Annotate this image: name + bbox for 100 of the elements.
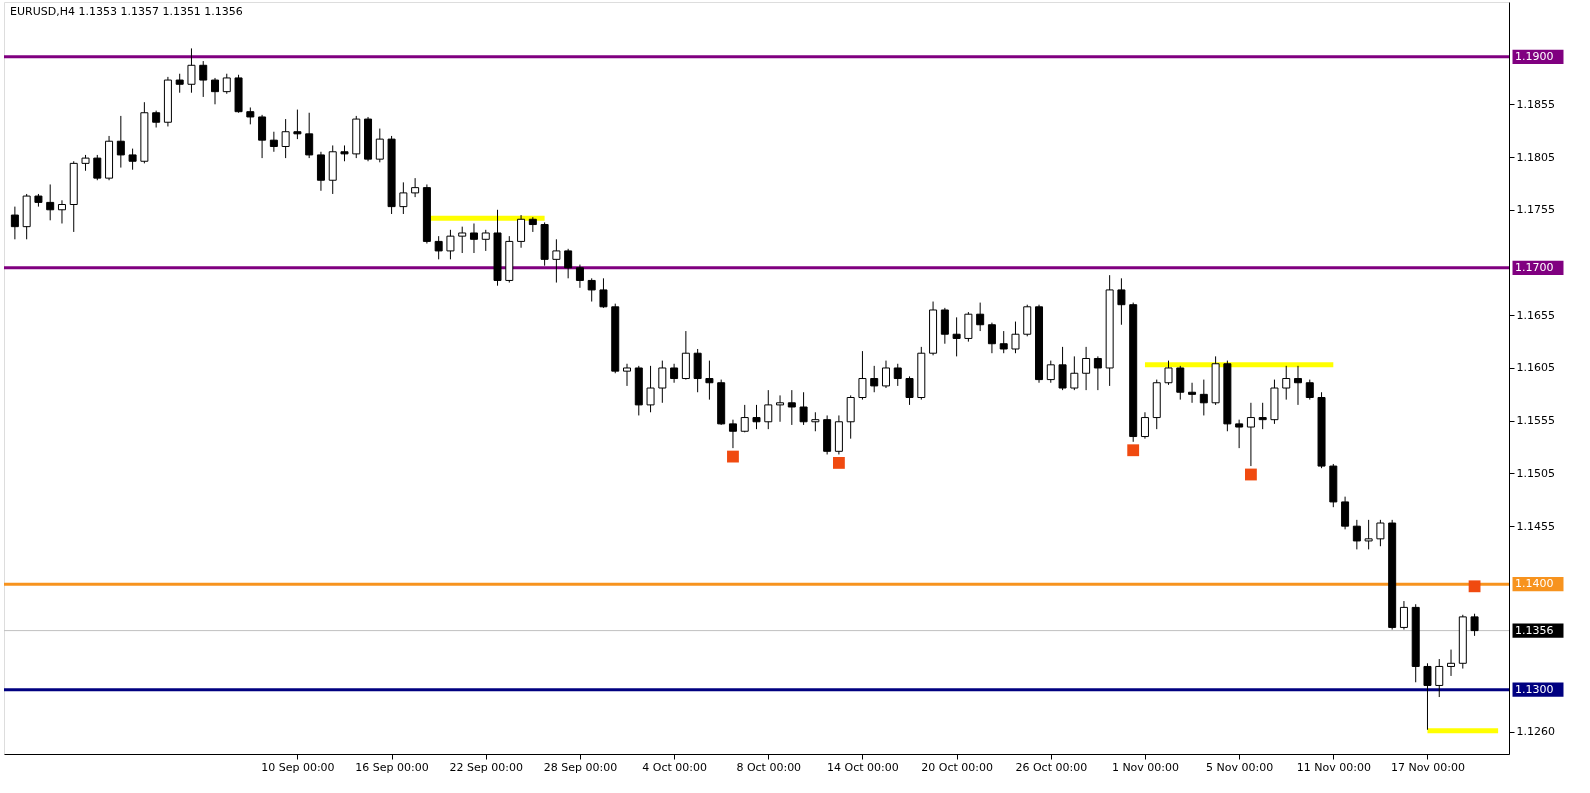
candlestick xyxy=(1305,379,1314,401)
candlestick xyxy=(1058,346,1067,391)
candlestick xyxy=(1235,419,1244,449)
x-tick-label: 4 Oct 00:00 xyxy=(642,760,707,774)
candlestick xyxy=(623,363,632,387)
candlestick xyxy=(881,360,890,389)
candlestick xyxy=(1140,411,1149,440)
x-tick-label: 22 Sep 00:00 xyxy=(449,760,523,774)
candlestick xyxy=(764,389,773,430)
candlestick xyxy=(670,363,679,384)
candlestick xyxy=(1070,355,1079,391)
candlestick xyxy=(1258,402,1267,430)
candlestick xyxy=(57,199,66,224)
candlestick xyxy=(222,73,231,95)
candlestick xyxy=(552,238,561,284)
candlestick xyxy=(281,118,290,159)
candlestick xyxy=(10,206,19,240)
candlestick xyxy=(269,131,278,153)
ref-line-label: 1.1356 xyxy=(1515,623,1554,637)
point xyxy=(1127,444,1140,457)
y-tick-label: 1.1260 xyxy=(1516,725,1555,739)
candlestick xyxy=(1470,613,1479,637)
y-tick-label: 1.1805 xyxy=(1516,150,1555,164)
candlestick xyxy=(976,302,985,332)
x-tick-label: 20 Oct 00:00 xyxy=(921,760,993,774)
ref-line-label: 1.1900 xyxy=(1515,49,1554,63)
candlestick xyxy=(952,316,961,357)
candlestick xyxy=(93,154,102,181)
candlestick xyxy=(1046,360,1055,384)
candlestick xyxy=(411,177,420,198)
candlestick xyxy=(175,73,184,94)
chart-title: EURUSD,H4 1.1353 1.1357 1.1351 1.1356 xyxy=(10,5,243,18)
candlestick xyxy=(1011,321,1020,354)
candlestick xyxy=(1246,402,1255,467)
candlestick xyxy=(1117,277,1126,326)
candlestick xyxy=(258,114,267,159)
candlestick xyxy=(1435,658,1444,698)
ref-line-label: 1.1300 xyxy=(1515,682,1554,696)
candlestick xyxy=(564,248,573,279)
candlestick xyxy=(893,363,902,387)
candlestick xyxy=(728,419,737,449)
x-tick-label: 16 Sep 00:00 xyxy=(355,760,429,774)
candlestick xyxy=(187,47,196,94)
candlestick xyxy=(458,226,467,254)
y-tick-label: 1.1505 xyxy=(1516,466,1555,480)
candlestick xyxy=(740,404,749,433)
x-tick-label: 17 Nov 00:00 xyxy=(1390,760,1466,774)
candlestick xyxy=(446,229,455,260)
candlestick xyxy=(1164,360,1173,386)
candlestick xyxy=(434,235,443,260)
candlestick xyxy=(658,360,667,404)
y-tick-label: 1.1455 xyxy=(1516,519,1555,533)
x-tick-label: 26 Oct 00:00 xyxy=(1015,760,1088,774)
x-tick-label: 28 Sep 00:00 xyxy=(543,760,618,774)
candlestick xyxy=(811,411,820,432)
candlestick xyxy=(375,128,384,163)
candlestick xyxy=(1376,519,1385,547)
y-tick-label: 1.1755 xyxy=(1516,203,1555,217)
candlestick xyxy=(987,322,996,354)
candlestick xyxy=(1447,649,1456,677)
x-tick-label: 8 Oct 00:00 xyxy=(736,760,802,774)
y-tick-label: 1.1605 xyxy=(1516,361,1555,375)
candlestick xyxy=(116,115,125,169)
candlestick xyxy=(1188,382,1197,404)
candlestick xyxy=(999,330,1008,354)
candlestick xyxy=(787,389,796,426)
candlestick xyxy=(646,365,655,413)
candlestick xyxy=(705,360,714,401)
x-tick-label: 1 Nov 00:00 xyxy=(1111,760,1180,774)
candlestick xyxy=(870,365,879,393)
candlestick xyxy=(46,183,55,221)
ref-line-label: 1.1400 xyxy=(1515,577,1554,591)
candlestick xyxy=(199,60,208,98)
point xyxy=(727,450,739,463)
x-tick-label: 10 Sep 00:00 xyxy=(261,760,335,774)
candlestick xyxy=(481,229,490,252)
candlestick xyxy=(858,350,867,401)
candlestick xyxy=(752,404,761,430)
candlestick xyxy=(1294,365,1302,406)
candlestick xyxy=(305,112,314,159)
candlestick xyxy=(599,277,608,309)
candlestick xyxy=(905,375,914,406)
y-tick-label: 1.1655 xyxy=(1516,308,1555,322)
ref-line-label: 1.1700 xyxy=(1515,260,1554,274)
candlestick xyxy=(293,109,302,140)
candlestick xyxy=(1082,346,1091,391)
candlestick xyxy=(1364,519,1373,550)
candlestick xyxy=(211,77,219,105)
point xyxy=(832,456,845,469)
x-tick-label: 11 Nov 00:00 xyxy=(1296,760,1371,774)
candlestick xyxy=(1352,519,1361,550)
x-tick-label: 5 Nov 00:00 xyxy=(1206,760,1274,774)
candlestick xyxy=(1093,355,1102,391)
y-tick-label: 1.1555 xyxy=(1516,414,1555,428)
candlestick xyxy=(1282,365,1291,401)
point xyxy=(1244,468,1257,481)
candlestick xyxy=(469,222,478,254)
candlestick xyxy=(399,181,408,215)
point xyxy=(1468,580,1481,593)
candlestick xyxy=(128,148,137,171)
